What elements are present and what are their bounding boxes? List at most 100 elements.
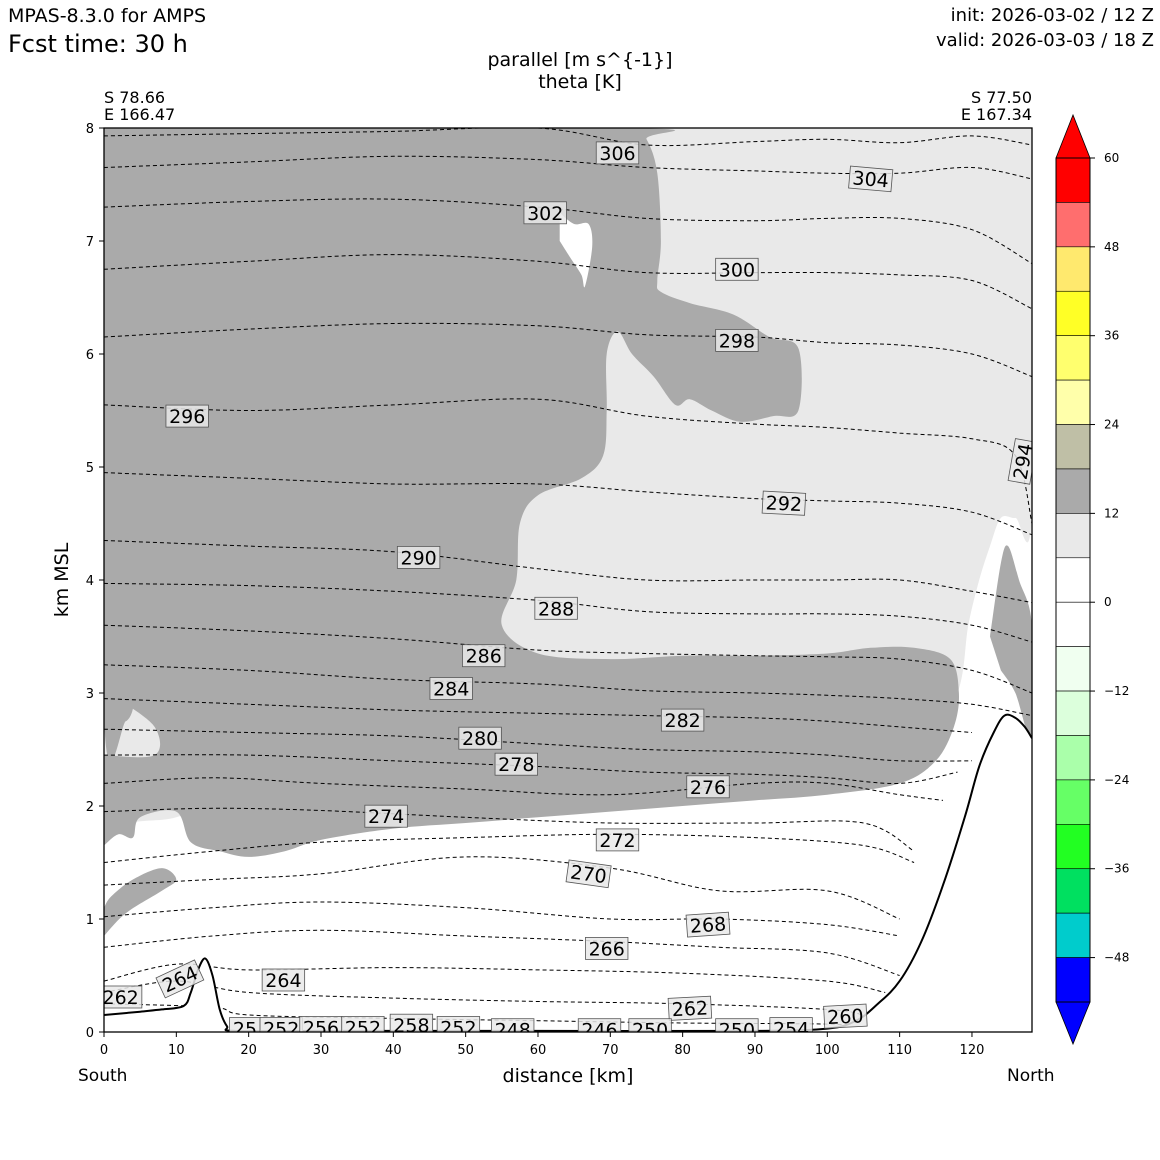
contour-label-box (769, 1017, 813, 1032)
colorbar-bin (1055, 246, 1091, 292)
contour-label-box (491, 1018, 535, 1032)
contour-label-box (165, 404, 209, 428)
contour-label-text: 268 (689, 913, 727, 937)
theta-contour-268 (104, 901, 900, 937)
contour-label-box (823, 1003, 868, 1029)
contour-label-layer: 306 304 302 300 298 296 294 292 290 288 286 284 282 2… (102, 141, 1032, 1042)
contour-label-270: 270 (565, 859, 612, 888)
colorbar-under-arrow (1055, 1001, 1091, 1046)
right-endpoint-lon: E 167.34 (960, 105, 1032, 124)
theta-contour-292 (104, 472, 1032, 536)
colorbar-bin (1055, 468, 1091, 514)
contour-label-306: 306 (595, 141, 640, 165)
contour-label-box (685, 911, 731, 938)
contour-label-box (1007, 438, 1032, 485)
direction-south: South (78, 1066, 128, 1086)
colorbar-bin (1055, 690, 1091, 736)
contour-label-box (389, 1013, 434, 1032)
x-axis-label: distance [km] (502, 1065, 634, 1087)
contour-label-text: 256 (303, 1018, 339, 1040)
colorbar-tick-label: −12 (1104, 684, 1129, 698)
contour-label-300: 300 (715, 257, 759, 281)
contour-label-text: 290 (400, 547, 436, 569)
contour-label-text: 250 (632, 1020, 668, 1042)
contour-label-box (761, 490, 807, 516)
contour-label-text: 304 (852, 167, 890, 192)
contour-label-text: 262 (671, 997, 708, 1021)
init-time: init: 2026-03-02 / 12 Z (950, 5, 1154, 26)
contour-label-248: 248 (491, 1018, 535, 1032)
colorbar-frame (1055, 157, 1091, 1003)
contour-label-246: 246 (577, 1018, 622, 1032)
white-hole-upper (559, 212, 593, 288)
x-tick-label: 10 (168, 1043, 185, 1058)
contour-label-box (458, 726, 502, 750)
contour-label-302: 302 (523, 201, 567, 225)
colorbar-over-arrow (1055, 113, 1091, 159)
contour-label-266: 266 (585, 937, 629, 960)
colorbar-bin (1055, 957, 1091, 1003)
right-endpoint-coords: S 77.50 E 167.34 (961, 89, 1032, 123)
left-endpoint-lon: E 166.47 (104, 105, 176, 124)
contour-label-text: 252 (263, 1019, 299, 1041)
x-tick-label: 0 (100, 1043, 108, 1058)
valid-time: valid: 2026-03-03 / 18 Z (936, 30, 1154, 51)
contour-label-text: 266 (589, 938, 625, 960)
contour-label-268: 268 (685, 911, 731, 938)
contour-label-text: 250 (719, 1020, 755, 1042)
y-tick-label: 3 (86, 687, 94, 702)
colorbar-tick-label: −48 (1104, 951, 1129, 965)
x-tick-label: 50 (457, 1043, 474, 1058)
contour-label-box (429, 677, 473, 700)
contour-label-text: 25 (233, 1019, 257, 1041)
contour-label-text: 276 (690, 777, 726, 799)
colorbar-tick-label: 36 (1104, 329, 1119, 343)
contour-label-text: 270 (569, 861, 608, 888)
contour-label-278: 278 (494, 752, 538, 776)
x-tick-label: 40 (385, 1043, 402, 1058)
contour-label-292: 292 (761, 490, 807, 516)
colorbar-bin (1055, 424, 1091, 470)
contour-label-264: 264 (261, 968, 306, 992)
contour-label-284: 284 (429, 677, 473, 701)
contour-label-text: 258 (393, 1015, 429, 1037)
colorbar-bin (1055, 779, 1091, 825)
theta-contour-306 (104, 128, 1032, 147)
contour-label-290: 290 (396, 546, 441, 569)
contour-label-304: 304 (848, 165, 894, 193)
contour-label-text: 260 (827, 1005, 864, 1029)
contour-label-text: 262 (102, 987, 138, 1009)
contour-label-250: 250 (715, 1018, 759, 1042)
theta-contour-304 (104, 155, 1032, 180)
colorbar-bin (1055, 335, 1091, 381)
colorbar-bin (1055, 824, 1091, 870)
x-tick-label: 20 (240, 1043, 257, 1058)
x-tick-label: 120 (960, 1043, 985, 1058)
y-tick-label: 6 (86, 348, 94, 363)
contour-label-254: 254 (769, 1017, 813, 1032)
contour-label-box (660, 708, 705, 732)
contour-label-box (396, 546, 441, 569)
y-tick-label: 2 (86, 800, 94, 815)
contour-label-text: 282 (664, 710, 700, 732)
colorbar-bin (1055, 735, 1091, 781)
colorbar-bin (1055, 157, 1091, 203)
y-tick-label: 5 (86, 461, 94, 476)
contour-label-252: 252 (436, 1016, 481, 1032)
chart-title-theta: theta [K] (538, 71, 622, 93)
contour-label-262: 262 (102, 985, 143, 1009)
contour-label-274: 274 (364, 804, 408, 828)
contour-label-text: 252 (345, 1018, 381, 1040)
y-tick-label: 1 (86, 913, 94, 928)
contour-label-box (848, 165, 894, 193)
contour-label-box (577, 1018, 622, 1032)
colorbar-tick-label: 12 (1104, 506, 1119, 520)
contour-label-text: 278 (498, 754, 534, 776)
contour-label-text: 300 (719, 259, 755, 281)
contour-label-text: 286 (466, 646, 502, 668)
theta-contour-262 (104, 980, 864, 1016)
contour-label-box (104, 985, 143, 1009)
contour-label-280: 280 (458, 726, 502, 750)
x-tick-label: 70 (602, 1043, 619, 1058)
